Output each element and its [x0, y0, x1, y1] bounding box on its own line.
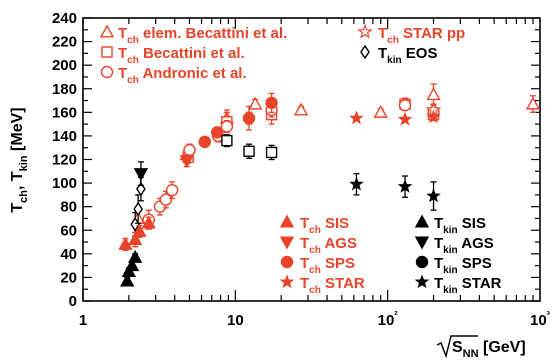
data-point: [165, 183, 179, 197]
x-tick-label: 10: [227, 312, 244, 329]
y-tick-label: 80: [60, 199, 77, 216]
data-point: [293, 102, 309, 116]
data-point: [265, 146, 278, 159]
data-point: [127, 232, 143, 246]
legend-label: Tch Andronic et al.: [118, 65, 247, 86]
data-point: [349, 176, 364, 191]
axis-labels: Tch, Tkin [MeV] SNN [GeV]: [9, 107, 526, 360]
legend-marker: [100, 65, 114, 79]
legend-label: Tch SPS: [300, 255, 355, 276]
x-axis-label-text: SNN [GeV]: [452, 339, 526, 360]
legend-label: Tkin AGS: [434, 235, 494, 256]
data-point: [397, 111, 413, 126]
legend-marker: [415, 255, 429, 269]
series: [349, 109, 441, 126]
data-point: [124, 258, 140, 272]
data-point: [141, 215, 156, 229]
y-tick-label: 160: [52, 104, 77, 121]
data-point: [133, 168, 149, 182]
legend-label: Tkin EOS: [378, 45, 437, 66]
legend-label: Tch STAR pp: [378, 25, 465, 46]
data-point: [198, 135, 211, 149]
series: [179, 154, 194, 169]
legend-label: Tch AGS: [300, 235, 357, 256]
data-point: [426, 109, 441, 124]
y-tick-label: 140: [52, 128, 77, 145]
series: [119, 249, 143, 287]
legend-marker: [414, 214, 430, 228]
x-axis-label: SNN [GeV]: [436, 335, 526, 360]
data-points: [118, 83, 541, 287]
y-tick-label: 120: [52, 152, 77, 169]
y-tick-label: 40: [60, 246, 77, 263]
axes: [82, 17, 541, 302]
data-point: [243, 145, 255, 157]
data-point: [426, 188, 441, 203]
legend-marker: [279, 274, 295, 289]
data-point: [159, 193, 173, 206]
data-point: [247, 96, 263, 110]
data-point: [179, 155, 194, 169]
legend-marker: [279, 236, 295, 250]
x-tick-label: 10²: [378, 310, 399, 329]
data-point: [265, 96, 278, 110]
data-point: [132, 223, 147, 237]
legend-label: Tch SIS: [300, 215, 349, 236]
data-point: [133, 201, 143, 217]
x-tick-label: 1: [79, 312, 87, 329]
y-axis-label: Tch, Tkin [MeV]: [9, 107, 30, 212]
data-point: [349, 110, 364, 125]
legend-marker: [101, 46, 113, 58]
data-point: [373, 104, 388, 118]
y-tick-label: 200: [52, 57, 77, 74]
legend-label: Tch elem. Becattini et al.: [118, 25, 287, 46]
legend-marker: [279, 214, 295, 228]
data-point: [525, 96, 541, 110]
y-tick-label: 180: [52, 81, 77, 98]
legend-marker: [414, 274, 430, 289]
y-tick-label: 60: [60, 222, 77, 239]
data-point: [397, 178, 413, 193]
y-tick-label: 100: [52, 175, 77, 192]
legend-label: Tkin STAR: [434, 275, 502, 296]
legend-marker: [414, 236, 430, 250]
radical-sign: [436, 335, 478, 359]
tick-labels: 0 20 40 60 80 100 120 140 160 180 200 220 240 1 10 10² 1…: [52, 10, 551, 329]
series: [133, 161, 149, 187]
data-point: [242, 112, 256, 125]
legend-marker: [357, 23, 373, 39]
data-point: [210, 126, 224, 139]
y-tick-label: 240: [52, 10, 77, 27]
y-tick-label: 20: [60, 269, 77, 286]
legend-label: Tkin SIS: [434, 215, 486, 236]
data-point: [119, 273, 135, 287]
data-point: [398, 99, 412, 112]
series: [221, 134, 278, 161]
data-point: [220, 120, 234, 133]
data-point: [426, 87, 441, 101]
legend-label: Tch Becattini et al.: [118, 45, 245, 66]
series: [349, 172, 441, 211]
data-point: [221, 134, 233, 147]
x-tick-label: 10³: [530, 310, 551, 329]
legend-marker: [360, 44, 370, 60]
legend-marker: [99, 24, 115, 38]
y-tick-label: 0: [69, 293, 77, 310]
series: [198, 92, 278, 149]
data-point: [127, 249, 143, 263]
data-point: [118, 236, 133, 250]
legend: Tch elem. Becattini et al.Tch Becattini …: [99, 23, 502, 296]
legend-label: Tch STAR: [300, 275, 365, 296]
legend-label: Tkin SPS: [434, 255, 492, 276]
series: [118, 215, 156, 251]
y-tick-label: 220: [52, 34, 77, 51]
legend-marker: [280, 255, 294, 269]
data-point: [183, 143, 196, 157]
